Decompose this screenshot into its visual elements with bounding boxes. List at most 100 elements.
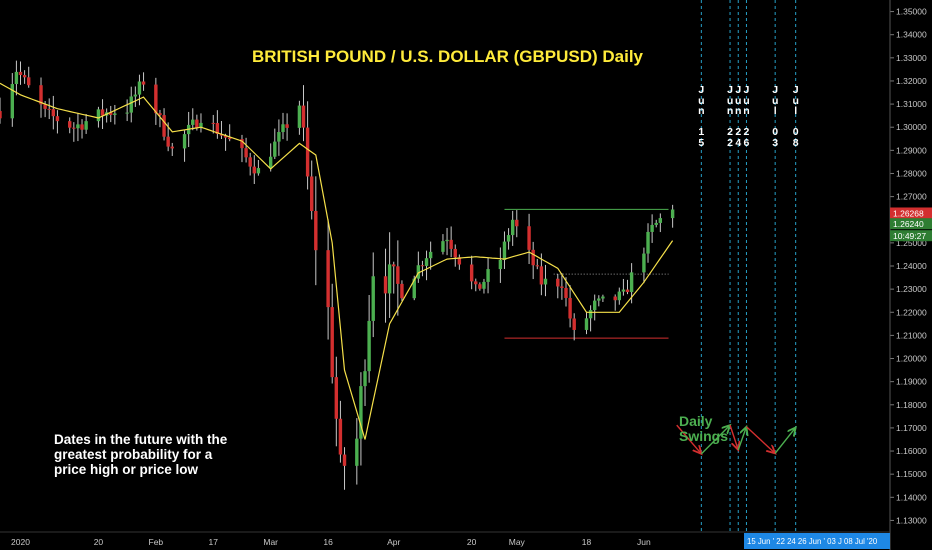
candle-up bbox=[387, 264, 392, 294]
candle-up bbox=[359, 386, 363, 439]
candle-up bbox=[498, 259, 503, 270]
price-label: 1.26268 bbox=[893, 208, 924, 218]
candle-down bbox=[449, 239, 453, 249]
candle-up bbox=[129, 96, 133, 113]
candle-down bbox=[453, 248, 457, 258]
y-tick-label: 1.15000 bbox=[896, 469, 927, 479]
swing-arrow bbox=[700, 425, 730, 455]
candle-down bbox=[420, 265, 425, 267]
candle-up bbox=[416, 265, 421, 279]
price-label: 1.26240 bbox=[893, 219, 924, 229]
price-label: 10:49:27 bbox=[893, 231, 926, 241]
candle-down bbox=[568, 297, 572, 319]
price-label-box bbox=[890, 230, 932, 242]
candle-up bbox=[355, 438, 359, 466]
candle-down bbox=[478, 284, 482, 289]
candle-up bbox=[654, 222, 658, 225]
candle-up bbox=[593, 300, 597, 311]
candle-up bbox=[629, 272, 634, 293]
candle-up bbox=[621, 289, 626, 292]
y-tick-label: 1.33000 bbox=[896, 53, 927, 63]
candle-down bbox=[158, 113, 162, 116]
candle-down bbox=[80, 124, 84, 130]
future-date-strip-box bbox=[744, 533, 890, 549]
x-tick-label: May bbox=[509, 537, 526, 547]
candle-up bbox=[125, 112, 129, 114]
candle-down bbox=[18, 71, 23, 76]
candle-down bbox=[68, 121, 72, 128]
candle-down bbox=[72, 127, 76, 129]
candle-down bbox=[301, 105, 306, 128]
candle-down bbox=[338, 418, 343, 455]
candle-up bbox=[482, 281, 486, 289]
candle-down bbox=[240, 139, 244, 149]
candle-down bbox=[244, 148, 248, 158]
x-tick-label: 18 bbox=[582, 537, 592, 547]
swing-arrow bbox=[745, 426, 775, 454]
candle-down bbox=[564, 287, 568, 298]
y-tick-label: 1.13000 bbox=[896, 515, 927, 525]
chart-title: BRITISH POUND / U.S. DOLLAR (GBPUSD) Dai… bbox=[251, 47, 644, 66]
x-tick-label: Feb bbox=[149, 537, 164, 547]
cycle-date-label: J u l 0 3 bbox=[771, 84, 779, 149]
future-date-strip: 15 Jun ' 22 24 26 Jun ' 03 J 08 Jul '20 bbox=[747, 537, 878, 546]
x-tick-label: Jun bbox=[637, 537, 651, 547]
x-tick-label: Mar bbox=[263, 537, 278, 547]
candle-down bbox=[314, 210, 318, 251]
candle-down bbox=[170, 146, 174, 149]
candle-up bbox=[273, 141, 277, 157]
candle-up bbox=[486, 269, 490, 282]
candle-down bbox=[560, 286, 564, 288]
candle-down bbox=[535, 265, 539, 267]
y-tick-label: 1.22000 bbox=[896, 307, 927, 317]
candle-down bbox=[572, 318, 576, 330]
candle-up bbox=[277, 132, 281, 142]
y-tick-label: 1.18000 bbox=[896, 400, 927, 410]
swing-arrow bbox=[737, 427, 746, 451]
candle-down bbox=[100, 109, 105, 116]
candle-down bbox=[342, 454, 347, 466]
y-tick-label: 1.19000 bbox=[896, 377, 927, 387]
candle-down bbox=[0, 111, 2, 119]
y-tick-label: 1.23000 bbox=[896, 284, 927, 294]
candle-up bbox=[371, 276, 375, 321]
y-tick-label: 1.28000 bbox=[896, 168, 927, 178]
candle-up bbox=[642, 253, 646, 273]
candle-down bbox=[515, 219, 519, 227]
x-tick-label: 16 bbox=[323, 537, 333, 547]
candle-up bbox=[10, 84, 15, 119]
y-tick-label: 1.16000 bbox=[896, 446, 927, 456]
candle-down bbox=[51, 109, 56, 117]
candle-down bbox=[215, 123, 220, 135]
candle-up bbox=[113, 113, 117, 115]
swing-arrow bbox=[729, 424, 738, 450]
y-tick-label: 1.14000 bbox=[896, 492, 927, 502]
candle-up bbox=[441, 241, 445, 252]
y-tick-label: 1.35000 bbox=[896, 7, 927, 17]
candle-up bbox=[363, 371, 367, 387]
candle-down bbox=[326, 250, 330, 308]
x-tick-label: Apr bbox=[387, 537, 400, 547]
y-tick-label: 1.24000 bbox=[896, 261, 927, 271]
candle-down bbox=[43, 104, 47, 109]
candle-down bbox=[47, 108, 51, 110]
price-label-box bbox=[890, 207, 932, 219]
candle-up bbox=[597, 298, 601, 301]
candle-down bbox=[27, 77, 31, 86]
candle-down bbox=[527, 226, 531, 250]
candle-down bbox=[310, 176, 314, 211]
candle-up bbox=[297, 105, 302, 128]
cycle-date-label: J u n 1 5 bbox=[698, 84, 705, 149]
candle-down bbox=[39, 85, 43, 105]
candle-up bbox=[445, 239, 449, 242]
candle-up bbox=[76, 124, 80, 129]
candle-up bbox=[367, 320, 371, 372]
candle-down bbox=[625, 289, 630, 293]
y-tick-label: 1.25000 bbox=[896, 238, 927, 248]
candle-up bbox=[646, 231, 650, 254]
y-tick-label: 1.34000 bbox=[896, 30, 927, 40]
y-tick-label: 1.29000 bbox=[896, 145, 927, 155]
candle-down bbox=[474, 281, 478, 285]
candle-down bbox=[383, 276, 388, 294]
